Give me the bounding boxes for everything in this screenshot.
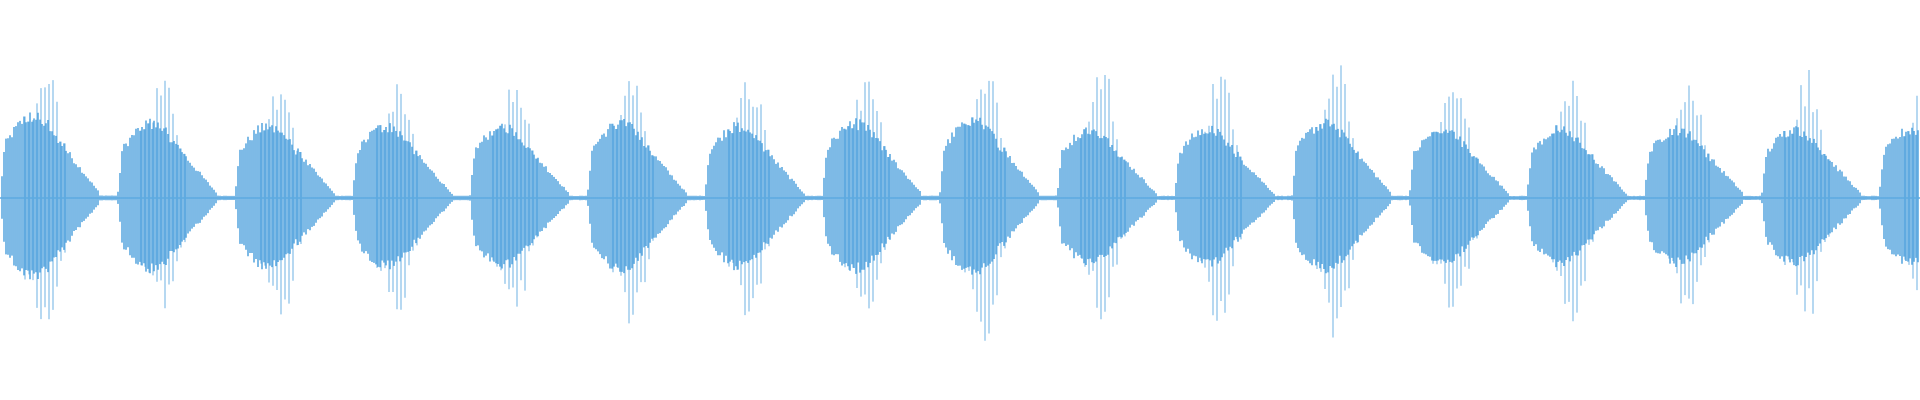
waveform-lines: [0, 65, 1920, 341]
waveform-body: [1, 112, 1919, 280]
